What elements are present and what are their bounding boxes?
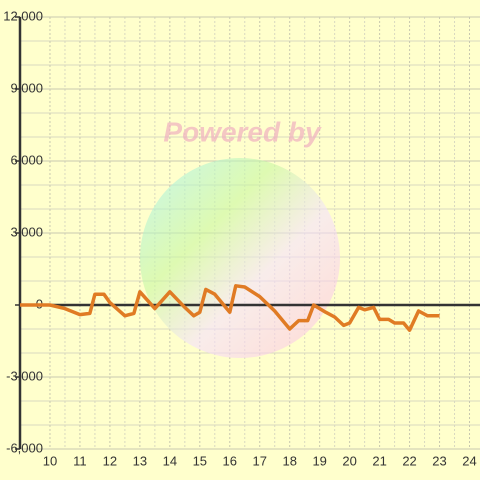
x-tick-label: 22 bbox=[402, 453, 416, 468]
x-tick-label: 11 bbox=[73, 453, 87, 468]
y-tick-label: -3,000 bbox=[6, 368, 43, 383]
y-tick-label: 12,000 bbox=[3, 8, 43, 23]
x-tick-label: 17 bbox=[253, 453, 267, 468]
plot: -6,000-3,00003,0006,0009,00012,000101112… bbox=[3, 8, 480, 468]
x-tick-label: 13 bbox=[133, 453, 147, 468]
data-line bbox=[20, 284, 440, 332]
x-tick-label: 18 bbox=[282, 453, 296, 468]
x-tick-label: 20 bbox=[342, 453, 356, 468]
x-tick-label: 21 bbox=[372, 453, 386, 468]
y-tick-label: 6,000 bbox=[10, 152, 43, 167]
x-tick-label: 19 bbox=[312, 453, 326, 468]
y-tick-label: 9,000 bbox=[10, 80, 43, 95]
x-tick-label: 14 bbox=[163, 453, 177, 468]
x-tick-label: 12 bbox=[103, 453, 117, 468]
y-tick-label: 3,000 bbox=[10, 224, 43, 239]
x-tick-label: 15 bbox=[193, 453, 207, 468]
x-tick-label: 10 bbox=[43, 453, 57, 468]
x-tick-label: 16 bbox=[223, 453, 237, 468]
y-tick-label: -6,000 bbox=[6, 440, 43, 455]
logo bbox=[140, 158, 340, 358]
watermark: Powered by bbox=[163, 116, 322, 147]
x-tick-label: 24 bbox=[462, 453, 476, 468]
x-tick-label: 23 bbox=[432, 453, 446, 468]
